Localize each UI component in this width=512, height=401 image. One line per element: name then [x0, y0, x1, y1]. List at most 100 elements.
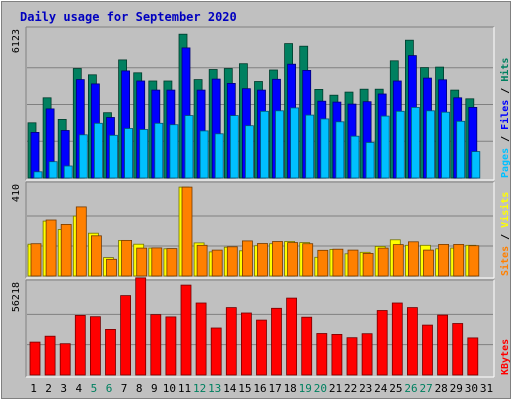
- bar-kbytes-day-17: [271, 307, 282, 376]
- bar-pages-day-30: [471, 151, 481, 179]
- bar-pages-day-22: [350, 135, 360, 179]
- bar-pages-day-1: [33, 171, 43, 179]
- bar-kbytes-day-18: [286, 297, 298, 376]
- bar-sites-day-12: [196, 244, 208, 277]
- bar-pages-day-15: [244, 125, 254, 179]
- bar-kbytes-day-13: [210, 327, 222, 376]
- bar-sites-day-6: [106, 258, 117, 277]
- bar-sites-day-22: [347, 249, 359, 277]
- bar-sites-day-25: [392, 244, 404, 277]
- x-tick-label-day-23: 23: [359, 382, 372, 395]
- bar-sites-day-27: [423, 249, 434, 277]
- bar-kbytes-day-30: [467, 337, 479, 376]
- bar-pages-day-26: [410, 107, 420, 179]
- x-tick-label-day-3: 3: [60, 382, 67, 395]
- x-tick-label-day-6: 6: [106, 382, 113, 395]
- bar-kbytes-day-11: [180, 284, 192, 376]
- bar-sites-day-13: [211, 249, 223, 277]
- bar-pages-day-25: [395, 110, 405, 179]
- bar-sites-day-18: [287, 242, 299, 277]
- bar-sites-day-16: [257, 243, 268, 277]
- bar-sites-day-21: [332, 248, 344, 277]
- bar-kbytes-day-9: [150, 314, 162, 376]
- bar-pages-day-12: [199, 130, 209, 179]
- bar-sites-day-26: [407, 241, 419, 277]
- x-tick-label-day-29: 29: [450, 382, 463, 395]
- bar-sites-day-4: [75, 206, 87, 277]
- bar-sites-day-30: [468, 245, 480, 277]
- bar-kbytes-day-16: [256, 319, 267, 376]
- legend-text-kbytes: KBytes: [500, 339, 510, 375]
- legend-text-pages: Pages: [500, 148, 510, 178]
- bar-sites-day-1: [30, 243, 42, 277]
- panel-bottom-legend-label: KBytes: [500, 339, 510, 375]
- panel-top-max-label: 6123: [11, 29, 22, 53]
- bar-pages-day-6: [109, 134, 118, 179]
- bar-kbytes-day-27: [422, 324, 433, 376]
- chart-title: Daily usage for September 2020: [20, 10, 237, 24]
- bar-pages-day-24: [380, 115, 390, 179]
- bar-pages-day-23: [365, 142, 375, 179]
- bar-kbytes-day-23: [361, 333, 373, 376]
- x-tick-label-day-31: 31: [480, 382, 493, 395]
- bar-sites-day-15: [241, 240, 253, 277]
- bar-kbytes-day-7: [120, 295, 131, 376]
- bar-kbytes-day-24: [376, 310, 388, 376]
- bar-pages-day-21: [335, 121, 345, 179]
- bar-kbytes-day-3: [59, 343, 71, 376]
- bar-pages-day-13: [214, 133, 224, 179]
- bar-sites-day-7: [121, 239, 132, 277]
- bar-kbytes-day-12: [195, 302, 207, 376]
- bar-kbytes-day-6: [105, 328, 116, 376]
- x-tick-label-day-8: 8: [136, 382, 143, 395]
- legend-text--: /: [500, 130, 510, 148]
- x-tick-label-day-17: 17: [268, 382, 281, 395]
- bar-pages-day-19: [305, 114, 315, 179]
- legend-text-sites: Sites: [499, 246, 510, 276]
- bar-sites-day-14: [226, 246, 238, 277]
- x-tick-label-day-1: 1: [30, 382, 37, 395]
- bar-pages-day-5: [94, 122, 103, 179]
- x-tick-label-day-13: 13: [208, 382, 221, 395]
- bar-pages-day-10: [169, 124, 179, 179]
- panel-bottom-max-label: 56218: [11, 282, 22, 312]
- bar-sites-day-20: [317, 249, 329, 277]
- x-tick-label-day-20: 20: [314, 382, 327, 395]
- bar-pages-day-16: [260, 110, 269, 179]
- bar-sites-day-19: [302, 243, 314, 277]
- x-tick-label-day-18: 18: [284, 382, 297, 395]
- bar-kbytes-day-10: [165, 316, 177, 376]
- bar-sites-day-29: [453, 243, 465, 277]
- bar-kbytes-day-22: [346, 337, 358, 376]
- bar-sites-day-2: [45, 219, 57, 277]
- x-tick-label-day-27: 27: [419, 382, 432, 395]
- bar-pages-day-3: [63, 165, 73, 179]
- legend-text-hits: Hits: [499, 58, 510, 82]
- x-tick-label-day-19: 19: [299, 382, 312, 395]
- bar-kbytes-day-5: [90, 316, 101, 376]
- bar-sites-day-8: [136, 247, 148, 277]
- x-tick-label-day-5: 5: [91, 382, 98, 395]
- x-tick-label-day-10: 10: [163, 382, 176, 395]
- bar-kbytes-day-15: [240, 312, 252, 376]
- x-tick-label-day-30: 30: [465, 382, 478, 395]
- x-tick-label-day-15: 15: [238, 382, 251, 395]
- bar-sites-day-10: [166, 248, 178, 277]
- x-tick-label-day-7: 7: [121, 382, 128, 395]
- bar-pages-day-4: [78, 134, 88, 179]
- bar-pages-day-14: [229, 115, 239, 179]
- bar-kbytes-day-14: [225, 307, 237, 376]
- bar-pages-day-17: [275, 110, 284, 179]
- bar-pages-day-2: [48, 161, 58, 179]
- panel-middle-legend-label: Sites / Visits: [499, 192, 510, 276]
- bar-kbytes-day-19: [301, 316, 313, 376]
- panel-middle-max-label: 410: [11, 184, 22, 202]
- bar-sites-day-9: [151, 247, 163, 277]
- x-tick-label-day-9: 9: [151, 382, 158, 395]
- bar-kbytes-day-21: [331, 333, 343, 376]
- x-tick-label-day-2: 2: [45, 382, 52, 395]
- legend-text-files: Files: [499, 100, 510, 130]
- x-tick-label-day-25: 25: [389, 382, 402, 395]
